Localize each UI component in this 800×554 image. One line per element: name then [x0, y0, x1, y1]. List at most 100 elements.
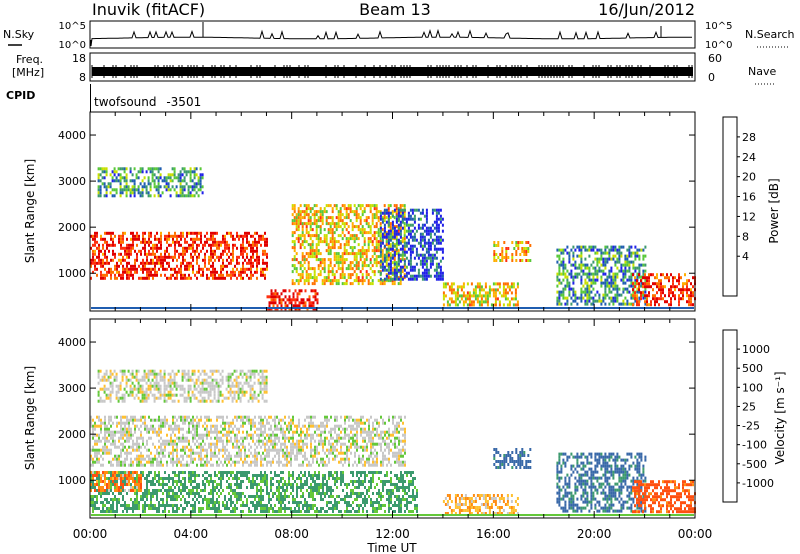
power-echo-cell-4 [425, 232, 428, 236]
power-echo-cell-0 [250, 276, 252, 280]
velocity-echo-cell-0 [230, 424, 232, 428]
power-echo-cell-0 [220, 270, 222, 274]
power-echo-cell-7 [628, 266, 631, 270]
velocity-echo-cell-0 [340, 442, 342, 446]
velocity-echo-cell-0 [382, 430, 384, 434]
power-echo-cell-5 [516, 285, 519, 289]
power-echo-cell-2 [288, 298, 291, 302]
power-echo-cell-8 [682, 294, 684, 298]
velocity-echo-cell-0 [122, 445, 124, 449]
velocity-echo-cell-0 [348, 457, 350, 461]
power-echo-cell-3 [303, 240, 306, 244]
velocity-echo-cell-0 [320, 436, 322, 440]
power-echo-cell-0 [102, 237, 104, 241]
power-echo-cell-4 [437, 277, 440, 281]
power-echo-cell-4 [433, 244, 436, 248]
power-echo-cell-0 [140, 249, 142, 253]
velocity-echo-cell-0 [206, 460, 208, 464]
power-echo-cell-1 [157, 167, 160, 171]
velocity-echo-cell-0 [376, 427, 378, 431]
power-echo-cell-3 [329, 225, 332, 229]
power-echo-cell-0 [256, 240, 258, 244]
power-echo-cell-0 [264, 261, 266, 265]
velocity-echo-cell-0 [178, 427, 180, 431]
velocity-echo-cell-0 [160, 430, 162, 434]
power-echo-cell-0 [196, 243, 198, 247]
power-echo-cell-1 [183, 179, 186, 183]
power-echo-cell-4 [421, 265, 424, 269]
power-echo-cell-7 [600, 302, 603, 306]
power-echo-cell-3 [391, 261, 394, 265]
power-echo-cell-5 [452, 291, 455, 295]
power-echo-cell-7 [598, 248, 601, 252]
power-echo-cell-1 [101, 182, 104, 186]
power-echo-cell-0 [262, 249, 264, 253]
power-echo-cell-7 [556, 299, 559, 303]
power-echo-cell-0 [254, 237, 256, 241]
power-echo-cell-0 [218, 243, 220, 247]
velocity-echo-cell-0 [310, 451, 312, 455]
power-echo-cell-4 [425, 250, 428, 254]
power-echo-cell-0 [170, 243, 172, 247]
power-echo-cell-4 [411, 235, 414, 239]
velocity-echo-cell-0 [206, 436, 208, 440]
power-echo-cell-8 [672, 282, 674, 286]
velocity-echo-cell-0 [144, 457, 146, 461]
power-echo-cell-3 [387, 207, 390, 211]
power-echo-cell-3 [381, 261, 384, 265]
power-echo-cell-4 [403, 253, 406, 257]
velocity-echo-cell-0 [264, 430, 266, 434]
velocity-echo-cell-0 [252, 439, 254, 443]
power-echo-cell-0 [170, 255, 172, 259]
power-echo-cell-4 [417, 223, 420, 227]
velocity-echo-cell-0 [360, 457, 362, 461]
power-echo-cell-5 [480, 297, 483, 301]
velocity-echo-cell-0 [184, 448, 186, 452]
power-echo-cell-3 [389, 255, 392, 259]
power-echo-cell-8 [648, 294, 650, 298]
power-echo-cell-1 [139, 191, 142, 195]
power-echo-cell-0 [236, 246, 238, 250]
power-echo-cell-3 [325, 222, 328, 226]
power-echo-cell-8 [632, 282, 634, 286]
power-echo-cell-0 [244, 270, 246, 274]
power-echo-cell-3 [329, 246, 332, 250]
velocity-echo-cell-0 [158, 460, 160, 464]
power-echo-cell-7 [630, 278, 633, 282]
power-echo-cell-1 [107, 185, 110, 189]
velocity-echo-cell-0 [202, 436, 204, 440]
velocity-echo-cell-0 [172, 427, 174, 431]
power-echo-cell-3 [337, 258, 340, 262]
power-echo-cell-7 [632, 284, 635, 288]
velocity-echo-cell-0 [332, 448, 334, 452]
power-echo-cell-3 [331, 216, 334, 220]
power-echo-cell-1 [123, 188, 126, 192]
velocity-echo-cell-0 [144, 421, 146, 425]
velocity-echo-cell-0 [154, 418, 156, 422]
power-echo-cell-3 [309, 219, 312, 223]
power-echo-cell-2 [292, 298, 295, 302]
power-echo-cell-0 [192, 267, 194, 271]
power-echo-cell-8 [666, 300, 668, 304]
velocity-echo-cell-0 [204, 433, 206, 437]
station-title: Inuvik (fitACF) [92, 0, 205, 19]
power-echo-cell-7 [592, 245, 595, 249]
velocity-echo-cell-0 [310, 463, 312, 467]
power-echo-cell-7 [560, 251, 563, 255]
power-echo-cell-4 [413, 244, 416, 248]
velocity-echo-cell-0 [166, 463, 168, 467]
power-echo-cell-3 [367, 249, 370, 253]
velocity-echo-cell-0 [122, 433, 124, 437]
power-echo-cell-1 [183, 167, 186, 171]
power-echo-cell-0 [186, 261, 188, 265]
power-echo-cell-7 [580, 275, 583, 279]
power-echo-cell-4 [423, 241, 426, 245]
velocity-echo-cell-0 [246, 415, 248, 419]
power-echo-cell-7 [588, 254, 591, 258]
power-echo-cell-0 [266, 261, 268, 265]
power-echo-cell-8 [670, 300, 672, 304]
power-echo-cell-8 [686, 291, 688, 295]
velocity-echo-cell-0 [92, 427, 94, 431]
power-echo-cell-3 [335, 252, 338, 256]
power-echo-cell-7 [628, 260, 631, 264]
